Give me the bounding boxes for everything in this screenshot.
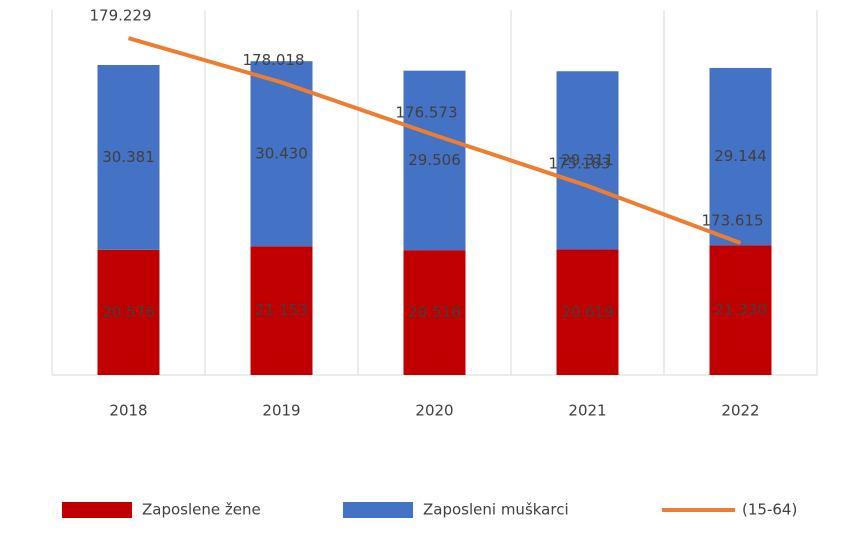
data-label: 29.506 (408, 151, 461, 169)
data-label: 21.153 (255, 301, 308, 319)
bar-segment (97, 65, 160, 250)
data-label: 29.144 (714, 147, 767, 165)
x-tick-label: 2019 (262, 402, 300, 420)
bar-segment (556, 249, 619, 375)
bar-segment (403, 70, 466, 251)
legend-swatch (62, 502, 132, 518)
data-label: 20.619 (561, 303, 614, 321)
x-tick-label: 2020 (415, 402, 453, 420)
bar-segment (709, 245, 772, 375)
x-tick-label: 2021 (568, 402, 606, 420)
bar-segment (556, 71, 619, 250)
line-series (127, 36, 742, 245)
x-tick-label: 2022 (721, 402, 759, 420)
bar-segment (250, 61, 313, 247)
data-label: 29.311 (561, 151, 614, 169)
bar-segment (97, 249, 160, 375)
data-label: 20.518 (408, 303, 461, 321)
bar-segment (250, 246, 313, 375)
data-label: 30.430 (255, 144, 308, 162)
x-tick-label: 2018 (109, 402, 147, 420)
data-label: 173.615 (701, 212, 763, 230)
data-label: 20.576 (102, 303, 155, 321)
data-label: 30.381 (102, 148, 155, 166)
bar-segment (403, 250, 466, 375)
data-label: 176.573 (395, 104, 457, 122)
data-label: 178.018 (242, 51, 304, 69)
legend-swatch (343, 502, 413, 518)
data-label: 179.229 (89, 7, 151, 25)
legend-label: Zaposleni muškarci (423, 501, 569, 519)
data-label: 21.330 (714, 301, 767, 319)
bar-segment (709, 67, 772, 246)
data-label: 175.183 (548, 154, 610, 172)
legend-label: Zaposlene žene (142, 501, 261, 519)
legend-label: (15-64) (742, 501, 797, 519)
